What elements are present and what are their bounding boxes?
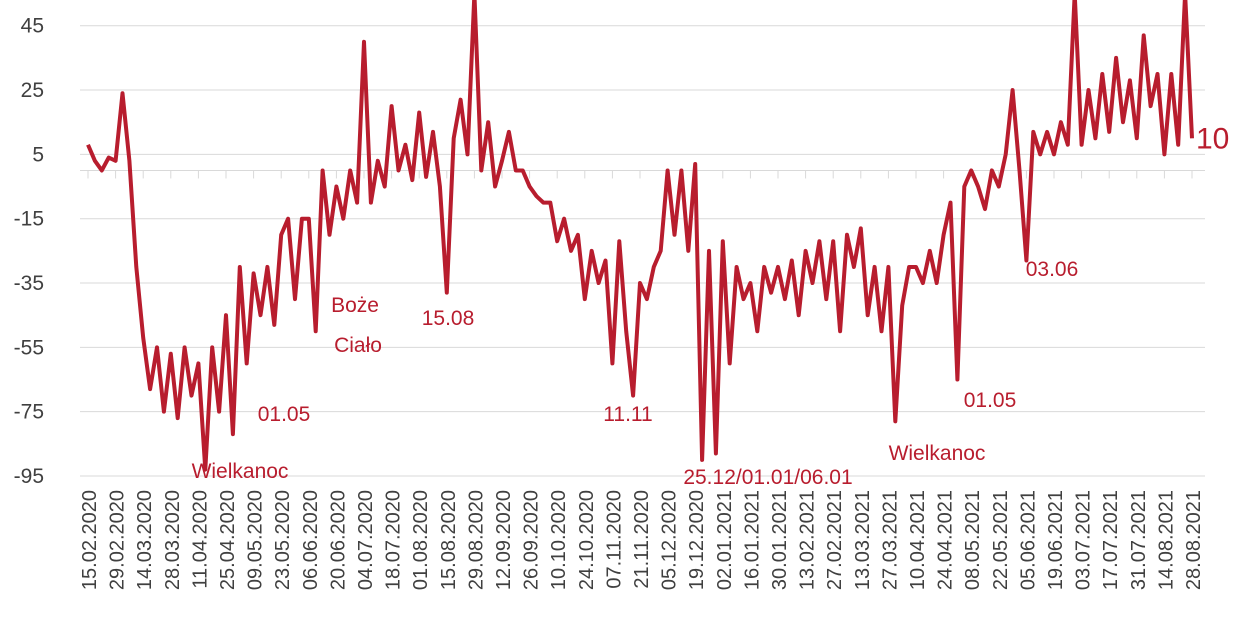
x-tick-label: 06.06.2020 — [300, 490, 322, 590]
annotation: 03.06 — [1026, 258, 1079, 281]
x-tick-label: 19.06.2021 — [1045, 490, 1067, 590]
x-tick-label: 29.08.2020 — [465, 490, 487, 590]
y-tick-label: -55 — [14, 336, 44, 359]
y-tick-label: -75 — [14, 401, 44, 424]
x-tick-label: 15.02.2020 — [79, 490, 101, 590]
annotation: Wielkanoc — [889, 442, 986, 465]
x-tick-label: 04.07.2020 — [355, 490, 377, 590]
x-tick-label: 09.05.2020 — [245, 490, 267, 590]
y-tick-label: -35 — [14, 272, 44, 295]
annotation: Boże — [331, 294, 379, 317]
x-tick-label: 24.04.2021 — [935, 490, 957, 590]
x-tick-label: 19.12.2020 — [686, 490, 708, 590]
x-tick-label: 01.08.2020 — [410, 490, 432, 590]
x-tick-label: 15.08.2020 — [438, 490, 460, 590]
x-tick-label: 03.07.2021 — [1073, 490, 1095, 590]
line — [86, 0, 1194, 472]
x-tick-label: 26.09.2020 — [521, 490, 543, 590]
x-tick-label: 16.01.2021 — [741, 490, 763, 590]
x-tick-label: 05.06.2021 — [1017, 490, 1039, 590]
x-tick-label: 13.02.2021 — [797, 490, 819, 590]
x-tick-label: 30.01.2021 — [769, 490, 791, 590]
x-tick-label: 17.07.2021 — [1100, 490, 1122, 590]
x-tick-label: 12.09.2020 — [493, 490, 515, 590]
annotation: 25.12/01.01/06.01 — [683, 466, 852, 489]
annotation: 11.11 — [603, 403, 652, 426]
y-tick-label: -95 — [14, 465, 44, 488]
x-tick-label: 07.11.2020 — [603, 490, 625, 589]
x-tick-label: 05.12.2020 — [659, 490, 681, 590]
x-tick-label: 02.01.2021 — [714, 490, 736, 590]
x-tick-label: 25.04.2020 — [217, 490, 239, 590]
annotation: Ciało — [334, 334, 382, 357]
x-tick-label: 29.02.2020 — [107, 490, 129, 590]
x-tick-label: 08.05.2021 — [962, 490, 984, 590]
annotation: Wielkanoc — [192, 460, 289, 483]
x-tick-label: 10.04.2021 — [907, 490, 929, 590]
x-tick-label: 27.02.2021 — [824, 490, 846, 590]
x-tick-label: 18.07.2020 — [383, 490, 405, 590]
annotation: 01.05 — [258, 403, 311, 426]
y-tick-label: -15 — [14, 208, 44, 231]
value-label: 10 — [1196, 122, 1229, 155]
x-tick-label: 23.05.2020 — [272, 490, 294, 590]
x-tick-label: 11.04.2020 — [189, 490, 211, 589]
x-tick-label: 24.10.2020 — [576, 490, 598, 590]
annotation: 15.08 — [422, 307, 475, 330]
y-tick-label: 45 — [21, 15, 44, 38]
x-tick-label: 31.07.2021 — [1128, 490, 1150, 590]
x-tick-label: 21.11.2020 — [631, 490, 653, 589]
x-tick-label: 13.03.2021 — [852, 490, 874, 590]
x-tick-label: 22.05.2021 — [990, 490, 1012, 590]
annotation: 01.05 — [964, 389, 1017, 412]
x-tick-label: 28.03.2020 — [162, 490, 184, 590]
y-tick-label: 5 — [32, 143, 44, 166]
y-tick-label: 25 — [21, 79, 44, 102]
x-tick-label: 10.10.2020 — [548, 490, 570, 590]
x-tick-label: 20.06.2020 — [327, 490, 349, 590]
x-tick-label: 14.03.2020 — [134, 490, 156, 590]
x-tick-label: 27.03.2021 — [879, 490, 901, 590]
x-tick-label: 14.08.2021 — [1155, 490, 1177, 590]
x-tick-label: 28.08.2021 — [1183, 490, 1205, 590]
